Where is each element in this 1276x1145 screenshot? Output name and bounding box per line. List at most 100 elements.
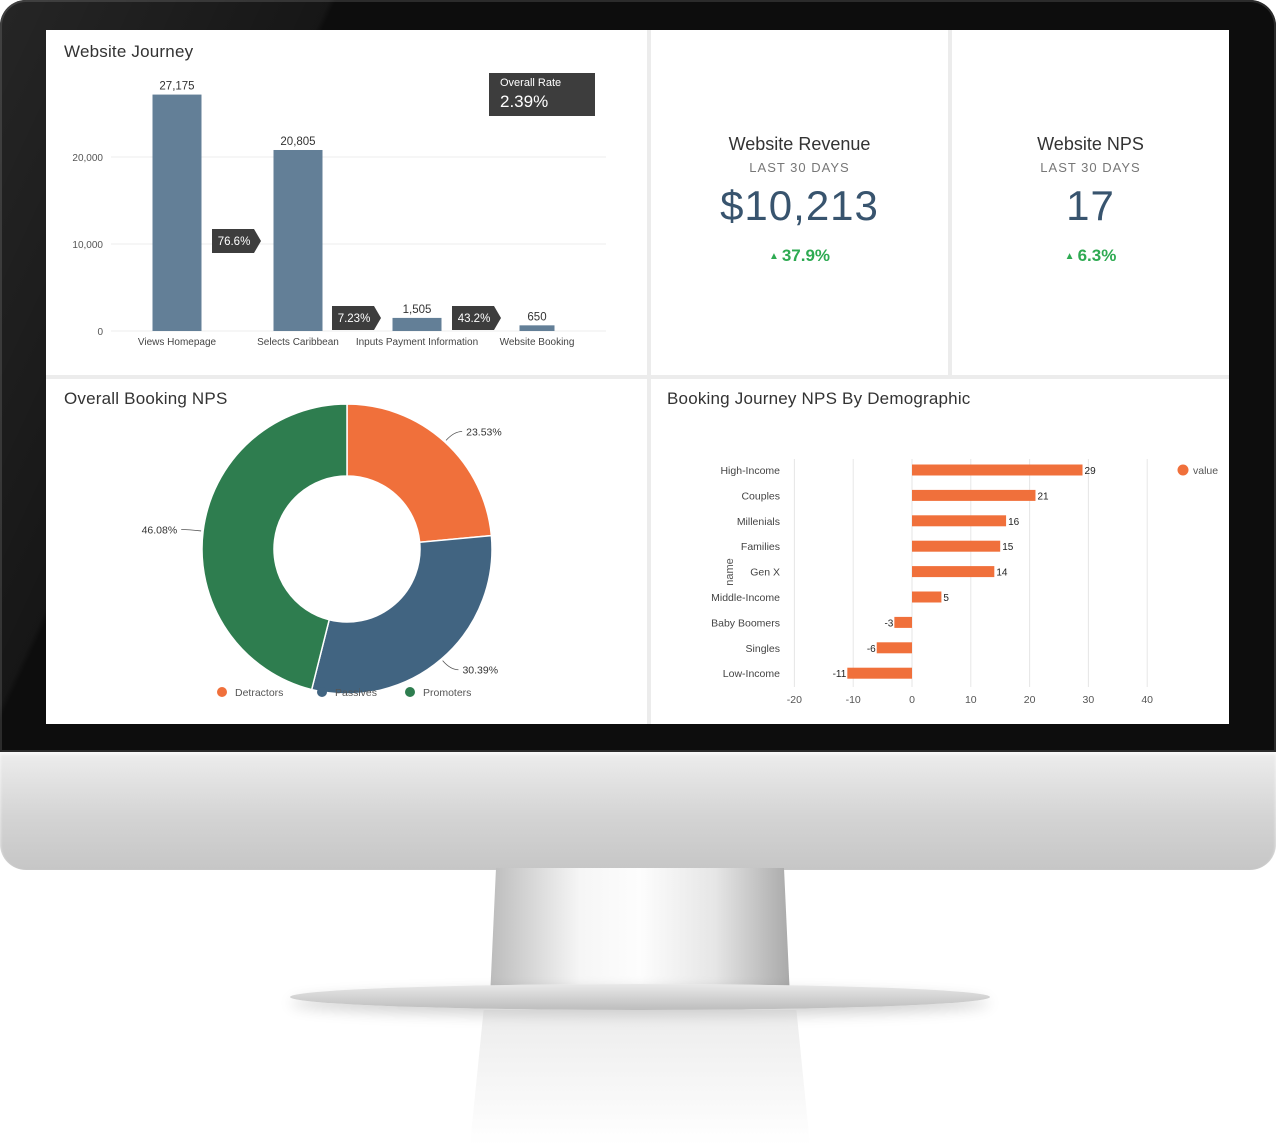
- category-label: Selects Caribbean: [257, 337, 339, 348]
- x-tick-label: 30: [1083, 694, 1095, 706]
- slice-leader-line: [445, 431, 463, 441]
- nps-change: ▲ 6.3%: [952, 246, 1229, 266]
- conversion-label: 43.2%: [458, 313, 491, 325]
- x-tick-label: 10: [965, 694, 977, 706]
- legend-label: Passives: [335, 687, 377, 699]
- category-label: Gen X: [750, 567, 780, 579]
- y-axis-label: name: [724, 558, 736, 586]
- legend-dot: [317, 687, 327, 697]
- slice-leader-line: [442, 660, 459, 671]
- nps-title: Website NPS: [1037, 134, 1144, 154]
- demographic-bar: [912, 566, 995, 578]
- triangle-up-icon: ▲: [1064, 251, 1075, 262]
- conversion-label: 76.6%: [218, 236, 251, 248]
- category-label: Families: [741, 541, 780, 553]
- x-tick-label: -20: [787, 694, 802, 706]
- revenue-change: ▲ 37.9%: [651, 246, 948, 266]
- category-label: Website Booking: [500, 337, 575, 348]
- revenue-period: LAST 30 DAYS: [749, 160, 850, 175]
- bar-value-label: -6: [867, 644, 876, 655]
- slice-leader-line: [181, 529, 202, 532]
- demographic-bar: [847, 667, 912, 679]
- demographic-bar: [876, 642, 912, 654]
- slice-value-label: 30.39%: [462, 665, 498, 677]
- journey-bar: [273, 149, 323, 331]
- dashboard-screen: Website Journey 0 10,000 20,000 27,175 Views…: [46, 30, 1229, 724]
- revenue-title: Website Revenue: [728, 134, 871, 154]
- website-journey-panel: Website Journey 0 10,000 20,000 27,175 Views…: [46, 30, 647, 375]
- demographic-nps-title: Booking Journey NPS By Demographic: [667, 389, 971, 408]
- x-axis-label: value: [957, 723, 985, 724]
- bar-value-label: 16: [1008, 517, 1020, 528]
- conversion-arrow: [212, 229, 261, 253]
- y-tick-label: 20,000: [72, 153, 103, 164]
- demographic-bar: [912, 489, 1036, 501]
- donut-slice: [201, 403, 348, 691]
- bar-value-label: -11: [833, 669, 847, 680]
- bar-value-label: 29: [1085, 466, 1097, 477]
- y-tick-label: 0: [97, 327, 103, 338]
- overall-rate-value: 2.39%: [500, 92, 549, 111]
- monitor-stand: [490, 868, 790, 998]
- overall-rate-label: Overall Rate: [500, 77, 562, 89]
- revenue-change-value: 37.9%: [781, 246, 831, 265]
- conversion-arrow: [452, 306, 501, 330]
- bar-value-label: 20,805: [280, 136, 315, 148]
- slice-value-label: 23.53%: [466, 426, 502, 438]
- demographic-bar: [912, 591, 942, 603]
- category-label: Views Homepage: [138, 337, 217, 348]
- conversion-label: 7.23%: [338, 313, 371, 325]
- journey-bar: [392, 317, 442, 331]
- nps-value: 17: [1066, 182, 1115, 229]
- bar-value-label: 5: [943, 593, 949, 604]
- journey-bar: [519, 325, 555, 331]
- demographic-bar: [912, 540, 1001, 552]
- category-label: Singles: [746, 643, 780, 655]
- website-nps-panel: Website NPS LAST 30 DAYS 17 ▲ 6.3%: [952, 30, 1229, 375]
- bar-value-label: 14: [996, 568, 1008, 579]
- booking-nps-donut-chart: 23.53% 30.39% 46.08% Detractors Passives Prom…: [142, 403, 502, 699]
- website-journey-title: Website Journey: [64, 42, 194, 61]
- legend-label: value: [1193, 465, 1218, 477]
- triangle-up-icon: ▲: [768, 251, 779, 262]
- overall-rate-badge: Overall Rate 2.39%: [489, 73, 595, 116]
- category-label: Low-Income: [723, 668, 780, 680]
- donut-slice: [310, 534, 493, 695]
- category-label: Millenials: [737, 516, 780, 528]
- booking-nps-title: Overall Booking NPS: [64, 389, 228, 408]
- category-label: Inputs Payment Information: [356, 337, 478, 348]
- bar-value-label: 15: [1002, 542, 1014, 553]
- revenue-value: $10,213: [720, 182, 879, 229]
- category-label: High-Income: [720, 465, 780, 477]
- category-label: Middle-Income: [711, 592, 780, 604]
- nps-change-value: 6.3%: [1077, 246, 1117, 265]
- y-tick-label: 10,000: [72, 240, 103, 251]
- conversion-arrow: [332, 306, 381, 330]
- legend-dot: [1177, 464, 1189, 476]
- bar-value-label: 1,505: [403, 304, 432, 316]
- website-revenue-panel: Website Revenue LAST 30 DAYS $10,213 ▲ 37…: [651, 30, 948, 375]
- demographic-nps-bar-chart: -20 -10 0 10 20 30 40 High-Income 29 Couples 21 Mil…: [711, 459, 1218, 724]
- x-tick-label: -10: [846, 694, 861, 706]
- demographic-nps-panel: Booking Journey NPS By Demographic -20 -1…: [651, 379, 1229, 724]
- demographic-bar: [912, 464, 1083, 476]
- legend-dot: [217, 687, 227, 697]
- category-label: Baby Boomers: [711, 617, 780, 629]
- x-tick-label: 0: [909, 694, 915, 706]
- donut-slice: [346, 403, 493, 544]
- bar-value-label: 650: [527, 311, 546, 323]
- bar-value-label: 27,175: [159, 81, 194, 93]
- monitor-chin: [0, 752, 1276, 870]
- bar-value-label: 21: [1037, 491, 1049, 502]
- nps-period: LAST 30 DAYS: [1040, 160, 1141, 175]
- website-journey-chart: 0 10,000 20,000 27,175 Views Homepage 20,805 S…: [72, 81, 606, 348]
- legend-dot: [405, 687, 415, 697]
- x-tick-label: 20: [1024, 694, 1036, 706]
- demographic-bar: [894, 616, 912, 628]
- monitor-reflection: [470, 1010, 810, 1145]
- bar-value-label: -3: [884, 618, 893, 629]
- x-tick-label: 40: [1141, 694, 1153, 706]
- journey-bar: [152, 94, 202, 331]
- booking-nps-panel: Overall Booking NPS 23.53% 30.39% 46.08% De…: [46, 379, 647, 724]
- category-label: Couples: [741, 490, 780, 502]
